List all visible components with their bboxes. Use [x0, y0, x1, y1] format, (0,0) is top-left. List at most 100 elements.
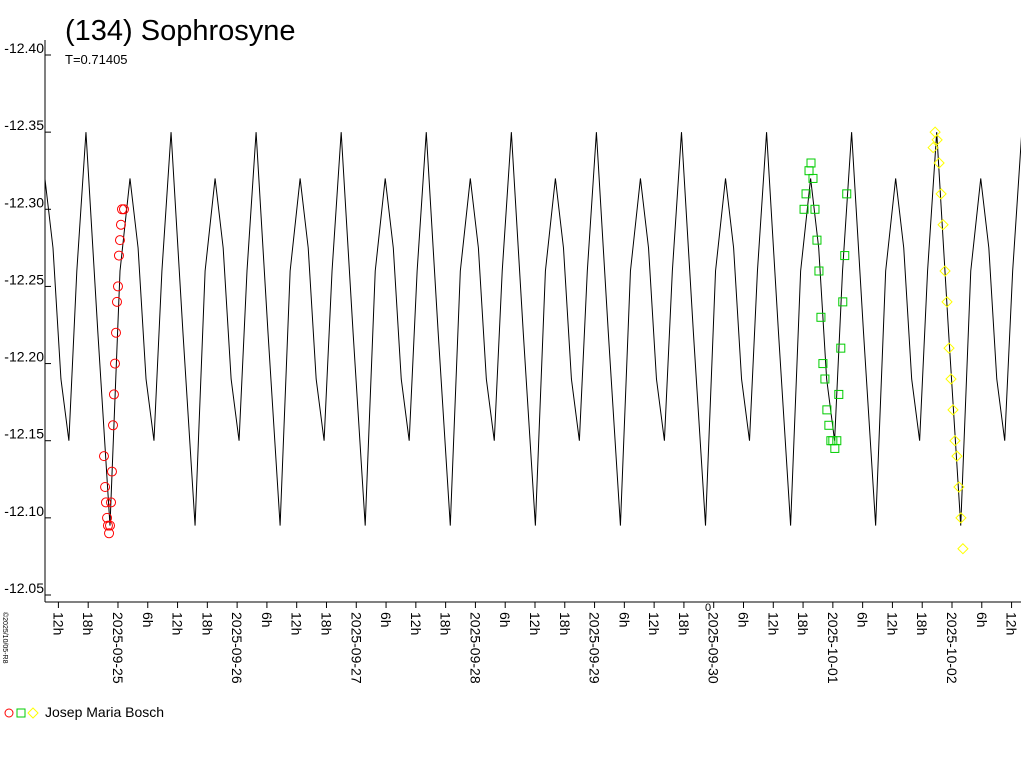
data-point: [832, 436, 842, 446]
legend-marker: [27, 707, 39, 719]
data-point: [109, 358, 120, 369]
data-point: [951, 450, 963, 462]
data-point: [118, 204, 129, 215]
x-tick-label: 2025-09-27: [348, 612, 364, 684]
model-curve: [45, 132, 1021, 526]
data-point: [115, 219, 126, 230]
x-tick-label: 2025-09-28: [467, 612, 483, 684]
x-tick-label: 6h: [735, 612, 751, 628]
x-tick-label: 6h: [497, 612, 513, 628]
data-point: [812, 235, 822, 245]
y-tick-label: -12.10: [4, 503, 44, 519]
x-tick-label: 6h: [974, 612, 990, 628]
y-tick-label: -12.05: [4, 580, 44, 596]
data-point: [824, 420, 834, 430]
x-tick-label: 18h: [199, 612, 215, 635]
x-tick-label: 6h: [616, 612, 632, 628]
data-point: [840, 251, 850, 261]
data-point: [935, 188, 947, 200]
legend: Josep Maria Bosch: [4, 704, 164, 720]
credit: ©2025/10/05-R8: [1, 612, 9, 664]
x-tick-label: 2025-09-29: [587, 612, 603, 684]
x-tick-label: 12h: [765, 612, 781, 635]
data-point: [816, 312, 826, 322]
x-tick-label: 2025-09-30: [706, 612, 722, 684]
x-tick-label: 12h: [170, 612, 186, 635]
data-point: [818, 359, 828, 369]
data-point: [931, 134, 943, 146]
data-point: [834, 389, 844, 399]
data-point: [801, 189, 811, 199]
data-point: [822, 405, 832, 415]
data-point: [836, 343, 846, 353]
x-tick-label: 6h: [140, 612, 156, 628]
data-point: [941, 296, 953, 308]
chart-title: (134) Sophrosyne: [65, 15, 296, 47]
x-tick-label: 2025-10-01: [825, 612, 841, 684]
x-tick-label: 12h: [50, 612, 66, 635]
x-tick-label: 6h: [259, 612, 275, 628]
chart-subtitle: T=0.71405: [65, 52, 128, 67]
data-point: [799, 204, 809, 214]
x-tick-label: 6h: [855, 612, 871, 628]
x-tick-label: 12h: [646, 612, 662, 635]
x-tick-label: 18h: [438, 612, 454, 635]
data-point: [104, 520, 115, 531]
data-point: [114, 235, 125, 246]
data-point: [100, 497, 111, 508]
x-tick-label: 18h: [80, 612, 96, 635]
data-point: [949, 435, 961, 447]
data-point: [808, 173, 818, 183]
data-point: [806, 158, 816, 168]
data-point: [100, 482, 111, 492]
x-tick-label: 18h: [318, 612, 334, 635]
data-point: [943, 342, 955, 354]
data-point: [108, 420, 119, 431]
data-point: [820, 374, 830, 384]
axis-note: 0: [705, 602, 711, 614]
legend-marker: [16, 708, 26, 718]
data-point: [810, 204, 820, 214]
data-point: [106, 497, 117, 508]
data-point: [108, 389, 119, 400]
y-tick-label: -12.40: [4, 40, 44, 56]
y-tick-label: -12.20: [4, 349, 44, 365]
plot-area: [45, 126, 1021, 555]
y-tick-label: -12.25: [4, 271, 44, 287]
data-point: [838, 297, 848, 307]
x-tick-label: 6h: [378, 612, 394, 628]
data-point: [957, 543, 969, 555]
x-tick-label: 18h: [557, 612, 573, 635]
data-point: [113, 250, 124, 261]
data-point: [98, 451, 109, 462]
y-tick-label: -12.15: [4, 426, 44, 442]
y-tick-label: -12.30: [4, 194, 44, 210]
x-tick-label: 12h: [289, 612, 305, 635]
x-tick-label: 12h: [1004, 612, 1020, 635]
data-point: [842, 189, 852, 199]
legend-marker: [4, 708, 14, 718]
data-point: [110, 327, 121, 338]
x-tick-label: 2025-09-26: [229, 612, 245, 684]
data-point: [111, 296, 122, 307]
data-point: [927, 141, 939, 154]
x-tick-label: 12h: [527, 612, 543, 635]
data-point: [106, 466, 117, 477]
x-tick-label: 2025-10-02: [944, 612, 960, 684]
data-point: [933, 157, 945, 169]
x-tick-label: 18h: [795, 612, 811, 635]
x-tick-label: 12h: [884, 612, 900, 635]
data-point: [937, 219, 949, 231]
data-point: [814, 266, 824, 276]
x-tick-label: 18h: [914, 612, 930, 635]
data-point: [955, 512, 967, 524]
data-point: [953, 481, 965, 493]
data-point: [104, 528, 115, 539]
legend-label: Josep Maria Bosch: [45, 704, 164, 720]
data-point: [945, 373, 957, 385]
data-point: [939, 265, 951, 277]
x-tick-label: 2025-09-25: [110, 612, 126, 684]
